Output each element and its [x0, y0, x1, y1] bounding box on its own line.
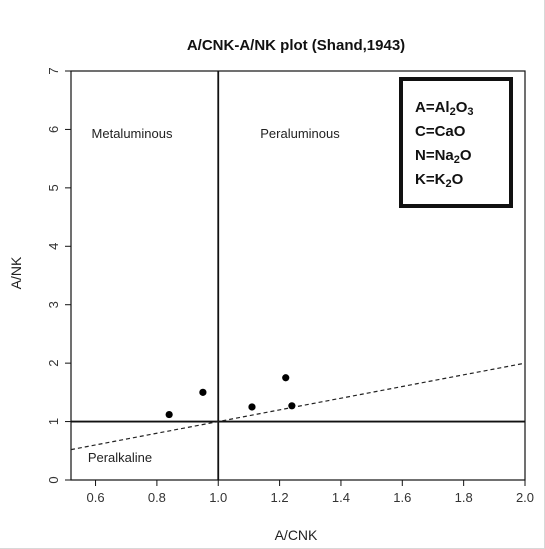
legend-entry-c: C=CaO [415, 123, 466, 140]
x-tick-label: 0.6 [87, 490, 105, 505]
y-tick-label: 1 [46, 418, 61, 425]
x-tick-label: 1.6 [393, 490, 411, 505]
x-tick-label: 1.0 [209, 490, 227, 505]
x-tick-label: 1.2 [271, 490, 289, 505]
x-axis: 0.6 0.8 1.0 1.2 1.4 1.6 1.8 2.0 [87, 480, 534, 505]
region-label-peraluminous: Peraluminous [260, 126, 340, 141]
y-tick-label: 0 [46, 476, 61, 483]
y-axis: 0 1 2 3 4 5 6 7 [46, 67, 71, 484]
chart-title: A/CNK-A/NK plot (Shand,1943) [187, 37, 405, 54]
data-point [199, 388, 207, 396]
legend-box [399, 77, 513, 208]
y-tick-label: 2 [46, 360, 61, 367]
legend-entry-a: A=Al2O3 [415, 99, 474, 118]
y-axis-title: A/NK [8, 256, 24, 289]
y-tick-label: 5 [46, 184, 61, 191]
legend-entry-k: K=K2O [415, 171, 464, 190]
x-tick-label: 0.8 [148, 490, 166, 505]
plot-area [70, 70, 526, 481]
y-tick-label: 7 [46, 67, 61, 74]
region-label-peralkaline: Peralkaline [88, 450, 152, 465]
boundary-lines [70, 71, 526, 480]
y-tick-label: 6 [46, 126, 61, 133]
x-tick-label: 1.8 [455, 490, 473, 505]
legend: A=Al2O3 C=CaO N=Na2O K=K2O [399, 77, 513, 208]
legend-entry-n: N=Na2O [415, 147, 472, 166]
y-tick-label: 4 [46, 243, 61, 250]
x-tick-label: 1.4 [332, 490, 350, 505]
region-label-metaluminous: Metaluminous [92, 126, 173, 141]
x-tick-label: 2.0 [516, 490, 534, 505]
data-points [165, 374, 296, 419]
dashed-reference-line [70, 362, 526, 451]
data-point [248, 403, 256, 411]
data-point [165, 410, 173, 419]
data-point [282, 374, 290, 382]
y-tick-label: 3 [46, 301, 61, 308]
data-point [288, 402, 296, 410]
x-axis-title: A/CNK [275, 527, 318, 543]
plot-frame [70, 70, 526, 481]
